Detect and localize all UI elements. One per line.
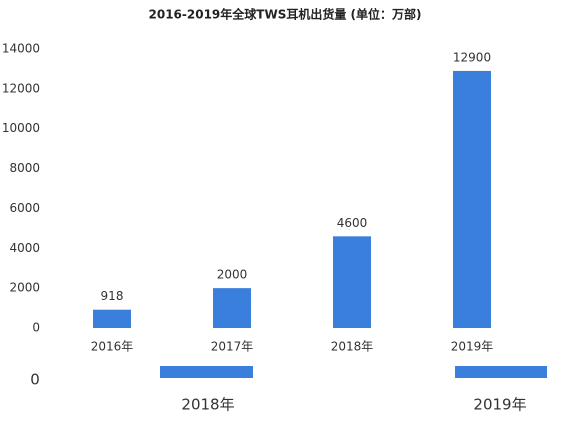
bar: [213, 288, 251, 328]
y-tick-label: 4000: [9, 241, 40, 255]
chart-title: 2016-2019年全球TWS耳机出货量 (单位：万部): [149, 7, 422, 22]
y-tick-label: 14000: [2, 42, 40, 56]
y-tick-label: 8000: [9, 161, 40, 175]
y-tick-label: 10000: [2, 121, 40, 135]
bar: [93, 309, 131, 328]
x-tick-label: 2016年: [91, 340, 134, 354]
value-label: 12900: [453, 50, 491, 64]
fragment-bar: [455, 366, 547, 378]
bar: [453, 70, 491, 329]
fragment-label: 2018年: [181, 396, 234, 414]
bar: [333, 236, 371, 328]
x-tick-label: 2017年: [211, 340, 254, 354]
x-tick-label: 2019年: [451, 340, 494, 354]
x-tick-label: 2018年: [331, 340, 374, 354]
fragment-tick-label: 0: [30, 371, 40, 389]
y-tick-label: 12000: [2, 81, 40, 95]
value-label: 4600: [337, 216, 368, 230]
fragment-label: 2019年: [473, 396, 526, 414]
y-tick-label: 0: [32, 321, 40, 335]
value-label: 2000: [217, 268, 248, 282]
y-tick-label: 6000: [9, 201, 40, 215]
value-label: 918: [101, 289, 124, 303]
fragment-bar: [160, 366, 253, 378]
y-tick-label: 2000: [9, 281, 40, 295]
